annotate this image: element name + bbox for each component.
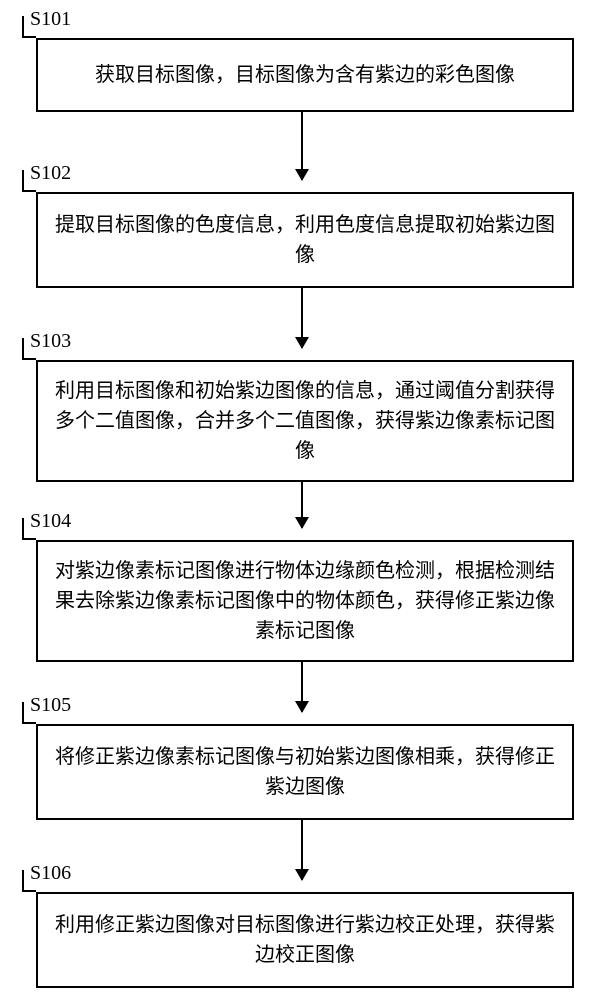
- step-label-s101: S101: [30, 8, 71, 31]
- step-box-s105: 将修正紫边像素标记图像与初始紫边图像相乘，获得修正紫边图像: [36, 724, 574, 820]
- flowchart-container: S101 获取目标图像，目标图像为含有紫边的彩色图像 S102 提取目标图像的色…: [0, 0, 605, 1000]
- step-text: 利用修正紫边图像对目标图像进行紫边校正处理，获得紫边校正图像: [54, 910, 556, 970]
- step-text: 提取目标图像的色度信息，利用色度信息提取初始紫边图像: [54, 210, 556, 270]
- step-label-s103: S103: [30, 330, 71, 353]
- step-box-s103: 利用目标图像和初始紫边图像的信息，通过阈值分割获得多个二值图像，合并多个二值图像…: [36, 360, 574, 482]
- step-text: 对紫边像素标记图像进行物体边缘颜色检测，根据检测结果去除紫边像素标记图像中的物体…: [54, 556, 556, 646]
- step-label-s102: S102: [30, 162, 71, 185]
- arrow-s103-s104: [301, 482, 303, 528]
- arrow-s105-s106: [301, 820, 303, 880]
- step-text: 利用目标图像和初始紫边图像的信息，通过阈值分割获得多个二值图像，合并多个二值图像…: [54, 376, 556, 466]
- step-text: 获取目标图像，目标图像为含有紫边的彩色图像: [95, 60, 515, 90]
- step-box-s101: 获取目标图像，目标图像为含有紫边的彩色图像: [36, 38, 574, 112]
- step-text: 将修正紫边像素标记图像与初始紫边图像相乘，获得修正紫边图像: [54, 742, 556, 802]
- step-box-s104: 对紫边像素标记图像进行物体边缘颜色检测，根据检测结果去除紫边像素标记图像中的物体…: [36, 540, 574, 662]
- arrow-s104-s105: [301, 662, 303, 712]
- step-label-s105: S105: [30, 694, 71, 717]
- arrow-s101-s102: [301, 112, 303, 180]
- step-box-s106: 利用修正紫边图像对目标图像进行紫边校正处理，获得紫边校正图像: [36, 892, 574, 988]
- step-box-s102: 提取目标图像的色度信息，利用色度信息提取初始紫边图像: [36, 192, 574, 288]
- arrow-s102-s103: [301, 288, 303, 348]
- step-label-s106: S106: [30, 862, 71, 885]
- step-label-s104: S104: [30, 510, 71, 533]
